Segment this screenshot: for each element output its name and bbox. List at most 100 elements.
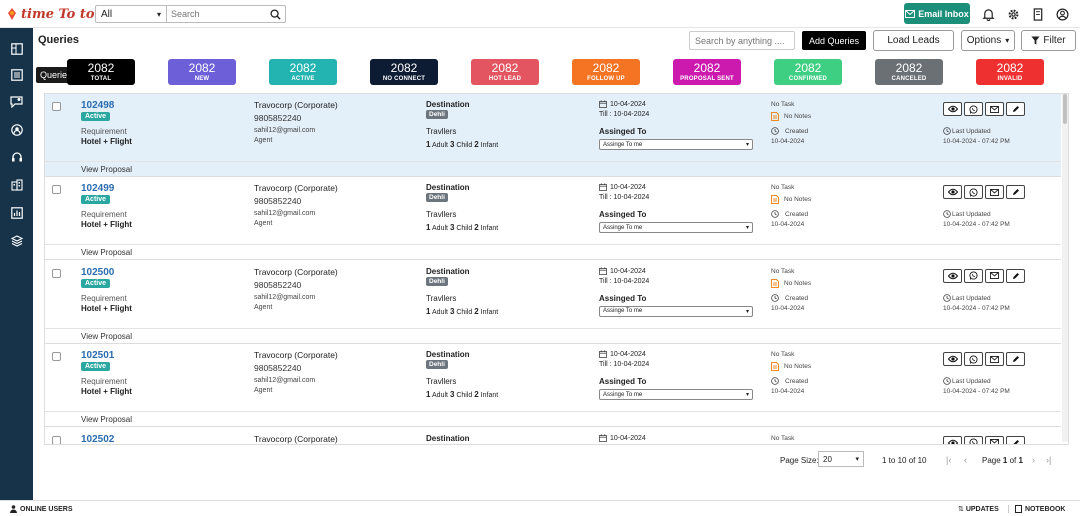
- status-card-new[interactable]: 2082 NEW: [168, 59, 236, 85]
- gear-icon[interactable]: [1005, 6, 1021, 22]
- search-icon[interactable]: [270, 8, 281, 20]
- row-checkbox[interactable]: [52, 185, 61, 195]
- whatsapp-button[interactable]: [964, 352, 983, 367]
- chevron-down-icon: ▾: [745, 142, 749, 148]
- list-scrollbar-thumb[interactable]: [1063, 94, 1067, 124]
- notes-status: No Notes: [784, 113, 812, 120]
- status-card-label: NEW: [194, 76, 210, 82]
- edit-button[interactable]: [1006, 185, 1025, 200]
- edit-button[interactable]: [1006, 102, 1025, 116]
- assigned-to-select[interactable]: Assinge To me ▾: [599, 139, 753, 150]
- hotels-icon[interactable]: [9, 177, 24, 192]
- whatsapp-button[interactable]: [964, 185, 983, 200]
- load-leads-button[interactable]: Load Leads: [873, 30, 954, 51]
- query-id-link[interactable]: 102498: [81, 100, 115, 111]
- whatsapp-button[interactable]: [964, 268, 983, 283]
- app-logo[interactable]: time To tour: [6, 4, 111, 24]
- online-users-button[interactable]: ONLINE USERS: [10, 505, 73, 513]
- view-proposal-link[interactable]: View Proposal: [81, 415, 132, 425]
- email-button[interactable]: [985, 352, 1004, 367]
- calendar-icon: [599, 434, 607, 442]
- query-row[interactable]: 102500 Active Requirement Hotel + Flight Tra…: [45, 260, 1061, 344]
- status-card-canceled[interactable]: 2082 CANCELED: [875, 59, 943, 85]
- last-page-icon[interactable]: ›|: [1046, 455, 1052, 465]
- assigned-to-label: Assinged To: [599, 293, 647, 303]
- view-proposal-link[interactable]: View Proposal: [81, 165, 132, 174]
- contacts-icon[interactable]: [9, 122, 24, 137]
- query-id-link[interactable]: 102501: [81, 350, 115, 362]
- destination-label: Destination: [426, 183, 470, 193]
- destination-label: Destination: [426, 100, 470, 109]
- status-card-count: 2082: [289, 61, 317, 75]
- assigned-to-select[interactable]: Assinge To me ▾: [599, 389, 753, 401]
- status-card-invalid[interactable]: 2082 INVALID: [976, 59, 1044, 85]
- status-card-hot-lead[interactable]: 2082 HOT LEAD: [471, 59, 539, 85]
- email-button[interactable]: [985, 268, 1004, 283]
- query-id-link[interactable]: 102500: [81, 266, 115, 278]
- assigned-to-select[interactable]: Assinge To me ▾: [599, 222, 753, 234]
- prev-page-icon[interactable]: ‹: [964, 455, 967, 465]
- notes-icon: [771, 112, 779, 121]
- assigned-to-select[interactable]: Assinge To me ▾: [599, 305, 753, 317]
- next-page-icon[interactable]: ›: [1032, 455, 1035, 465]
- whatsapp-button[interactable]: [964, 102, 983, 116]
- updates-button[interactable]: ⇅ UPDATES: [958, 505, 999, 513]
- last-updated-date: 10-04-2024 - 07:42 PM: [943, 388, 1010, 396]
- view-button[interactable]: [943, 268, 962, 283]
- query-id-link[interactable]: 102502: [81, 433, 115, 445]
- page-size-select[interactable]: 20 ▾: [818, 451, 864, 467]
- row-checkbox[interactable]: [52, 268, 61, 278]
- search-filter-select[interactable]: All ▾: [95, 5, 167, 23]
- notebook-footer-button[interactable]: NOTEBOOK: [1008, 505, 1065, 513]
- add-queries-button[interactable]: Add Queries: [802, 31, 866, 50]
- status-card-count: 2082: [188, 61, 216, 75]
- edit-button[interactable]: [1006, 352, 1025, 367]
- adult-count: 1: [426, 390, 431, 400]
- chat-icon[interactable]: [9, 94, 24, 109]
- query-row[interactable]: 102501 Active Requirement Hotel + Flight Tra…: [45, 344, 1061, 428]
- till-date: Till : 10-04-2024: [599, 361, 650, 369]
- view-button[interactable]: [943, 352, 962, 367]
- email-button[interactable]: [985, 185, 1004, 200]
- status-card-confirmed[interactable]: 2082 CONFIRMED: [774, 59, 842, 85]
- status-card-follow-up[interactable]: 2082 FOLLOW UP: [572, 59, 640, 85]
- filter-button[interactable]: Filter: [1021, 30, 1076, 51]
- edit-button[interactable]: [1006, 268, 1025, 283]
- query-search-input[interactable]: [689, 31, 795, 50]
- query-row[interactable]: 102498 Active Requirement Hotel + Flight Tra…: [45, 94, 1061, 177]
- list-scrollbar[interactable]: [1062, 94, 1068, 442]
- row-checkbox[interactable]: [52, 102, 61, 111]
- bell-icon[interactable]: [980, 6, 996, 22]
- status-card-active[interactable]: 2082 ACTIVE: [269, 59, 337, 85]
- view-button[interactable]: [943, 185, 962, 200]
- edit-icon: [1012, 356, 1019, 363]
- travellers-count: 1 Adult 3 Child 2 Infant: [426, 223, 498, 232]
- global-search-input[interactable]: [171, 9, 261, 19]
- status-card-total[interactable]: 2082 TOTAL: [67, 59, 135, 85]
- layers-icon[interactable]: [9, 233, 24, 248]
- user-profile-icon[interactable]: [1054, 6, 1070, 22]
- email-inbox-button[interactable]: Email Inbox: [904, 3, 970, 24]
- query-row[interactable]: 102499 Active Requirement Hotel + Flight Tra…: [45, 177, 1061, 261]
- support-icon[interactable]: [9, 149, 24, 164]
- first-page-icon[interactable]: |‹: [946, 455, 952, 465]
- view-proposal-link[interactable]: View Proposal: [81, 331, 132, 341]
- status-card-label: TOTAL: [90, 76, 112, 82]
- view-button[interactable]: [943, 102, 962, 116]
- query-id-link[interactable]: 102499: [81, 183, 115, 195]
- last-updated-label: Last Updated: [952, 378, 991, 386]
- dashboard-icon[interactable]: [9, 41, 24, 56]
- queries-icon[interactable]: [9, 67, 24, 82]
- view-proposal-link[interactable]: View Proposal: [81, 248, 132, 258]
- row-actions: [943, 102, 1025, 116]
- row-checkbox[interactable]: [52, 352, 61, 362]
- requirement-label: Requirement: [81, 293, 127, 303]
- status-card-proposal-sent[interactable]: 2082 PROPOSAL SENT: [673, 59, 741, 85]
- online-users-label: ONLINE USERS: [20, 505, 73, 513]
- status-card-no-connect[interactable]: 2082 NO CONNECT: [370, 59, 438, 85]
- options-dropdown[interactable]: Options ▾: [961, 30, 1015, 51]
- travellers-count: 1 Adult 3 Child 2 Infant: [426, 390, 498, 399]
- email-button[interactable]: [985, 102, 1004, 116]
- notebook-icon[interactable]: [1030, 6, 1046, 22]
- reports-icon[interactable]: [9, 205, 24, 220]
